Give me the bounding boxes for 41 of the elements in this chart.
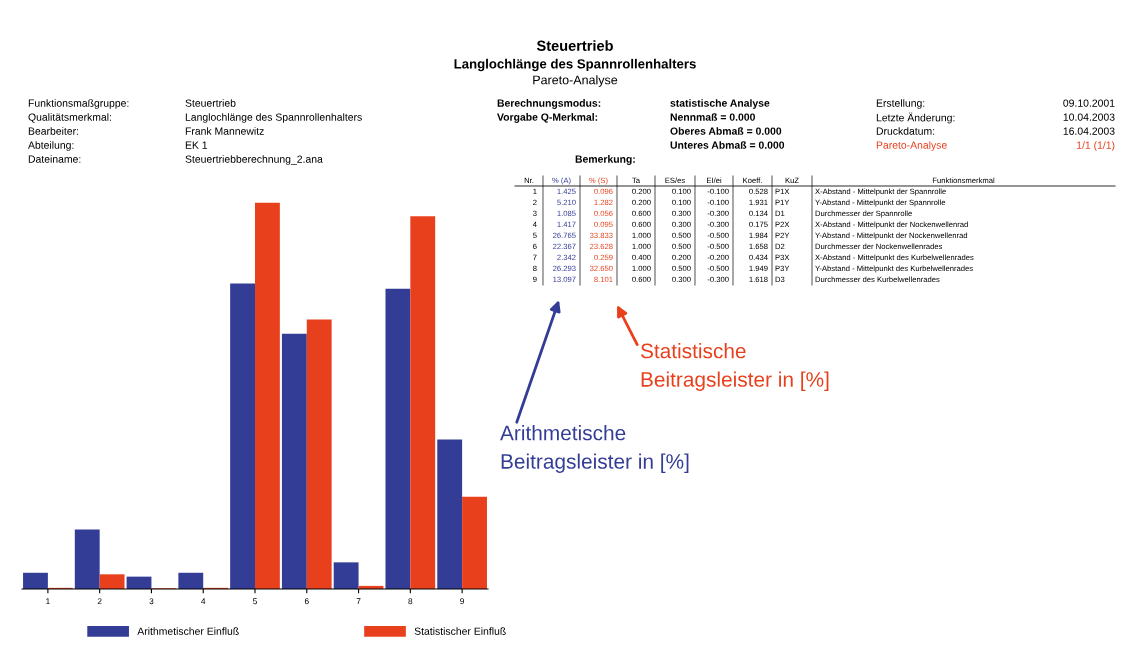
text: Unteres Abmaß = 0.000 xyxy=(670,141,785,149)
text: Oberes Abmaß = 0.000 xyxy=(670,127,782,135)
text: Abteilung: xyxy=(28,141,74,151)
text: Frank Mannewitz xyxy=(185,127,264,135)
x-tick-label: 6 xyxy=(304,598,309,605)
text: Langlochlänge des Spannrollenhalters xyxy=(185,113,362,123)
x-tick-label: 1 xyxy=(46,598,50,605)
x-tick-label: 4 xyxy=(201,598,206,605)
text: 1/1 (1/1) xyxy=(1077,141,1115,151)
text: Steuertriebberechnung_2.ana xyxy=(185,155,323,165)
text: Letzte Änderung: xyxy=(876,112,955,124)
x-tick-label: 8 xyxy=(408,598,413,605)
x-tick-label: 7 xyxy=(356,598,361,605)
text: Vorgabe Q-Merkmal: xyxy=(497,113,598,123)
text: 16.04.2003 xyxy=(1063,127,1115,135)
text: statistische Analyse xyxy=(670,99,770,109)
text: Berechnungsmodus: xyxy=(497,99,601,109)
x-tick-label: 9 xyxy=(460,598,465,605)
text: Bearbeiter: xyxy=(28,127,78,135)
text: Dateiname: xyxy=(28,155,81,163)
text: Nennmaß = 0.000 xyxy=(670,113,755,121)
x-tick-label: 3 xyxy=(149,598,154,605)
text: 09.10.2001 xyxy=(1063,99,1115,107)
text: Druckdatum: xyxy=(876,127,935,135)
x-tick-label: 5 xyxy=(253,598,257,605)
text: Qualitätsmerkmal: xyxy=(28,113,111,123)
text: Steuertrieb xyxy=(185,99,236,107)
text: Arithmetische Beitragsleister in [%] xyxy=(500,425,689,473)
text: Statistische Beitragsleister in [%] xyxy=(640,343,829,391)
text: Langlochlänge des Spannrollenhalters xyxy=(454,58,696,72)
text: 10.04.2003 xyxy=(1063,113,1115,121)
text: Bemerkung: xyxy=(575,155,635,165)
text: EK 1 xyxy=(185,141,208,149)
text: Pareto-Analyse xyxy=(876,141,947,151)
x-tick-label: 2 xyxy=(97,598,102,605)
text: Funktionsmaßgruppe: xyxy=(28,99,129,109)
text: Pareto-Analyse xyxy=(533,75,618,87)
text: Steuertrieb xyxy=(536,40,613,51)
legend-label: Statistischer Einfluß xyxy=(414,627,506,635)
legend-label: Arithmetischer Einfluß xyxy=(137,627,239,635)
text: Erstellung: xyxy=(876,99,925,109)
